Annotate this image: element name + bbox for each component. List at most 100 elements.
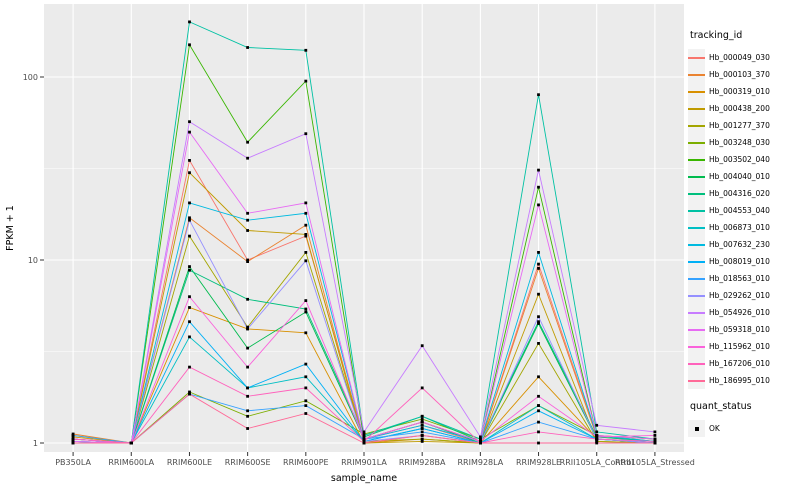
legend-item-label: Hb_007632_230 — [709, 240, 770, 249]
data-point — [71, 435, 75, 439]
legend-key-swatch — [688, 100, 705, 117]
legend-item-Hb_004040_010: Hb_004040_010 — [688, 168, 800, 185]
legend-color-line-icon — [688, 192, 705, 195]
data-point — [537, 375, 540, 379]
data-point — [246, 297, 249, 301]
data-point — [537, 168, 540, 172]
data-point — [420, 427, 424, 430]
legend-title-tracking-id: tracking_id — [690, 30, 743, 41]
legend-key-swatch — [688, 321, 705, 338]
x-tick-label: PB350LA — [55, 458, 91, 467]
data-point — [304, 132, 308, 136]
legend-item-label: Hb_000438_200 — [709, 104, 770, 113]
legend-color-line-icon — [688, 311, 705, 314]
data-point — [246, 394, 249, 398]
y-tick-label: 1 — [33, 439, 38, 448]
data-point — [479, 440, 482, 443]
data-point — [246, 365, 249, 369]
x-tick-label: RRIM901LA — [341, 458, 387, 467]
legend-color-line-icon — [688, 209, 705, 212]
legend-title-quant-status: quant_status — [690, 401, 752, 412]
data-point — [537, 185, 540, 189]
legend-item-Hb_186995_010: Hb_186995_010 — [688, 372, 800, 389]
legend-color-line-icon — [688, 345, 705, 348]
legend-block-quant-status: quant_status OK — [688, 401, 800, 437]
ok-point-marker-icon — [694, 426, 699, 431]
data-point — [188, 392, 191, 396]
legend-color-line-icon — [688, 328, 705, 331]
data-point — [246, 346, 249, 350]
legend-item-label: Hb_004040_010 — [709, 172, 770, 181]
y-tick-label: 10 — [28, 256, 38, 265]
legend-color-line-icon — [688, 277, 705, 280]
legend-color-line-icon — [688, 73, 705, 76]
data-point — [595, 430, 599, 434]
data-point — [188, 265, 191, 268]
legend-key-swatch — [688, 168, 705, 185]
data-point — [246, 260, 249, 263]
legend-key-swatch — [688, 338, 705, 355]
legend-item-quant-OK: OK — [688, 420, 800, 437]
legend-item-label: OK — [709, 424, 720, 433]
data-point — [304, 211, 308, 215]
data-point — [537, 409, 540, 413]
data-point — [537, 93, 540, 97]
legend-item-Hb_000319_010: Hb_000319_010 — [688, 83, 800, 100]
data-point — [537, 394, 540, 398]
data-point — [188, 268, 191, 272]
data-point — [188, 335, 191, 339]
legend-item-Hb_007632_230: Hb_007632_230 — [688, 236, 800, 253]
legend-item-Hb_000438_200: Hb_000438_200 — [688, 100, 800, 117]
legend-item-Hb_008019_010: Hb_008019_010 — [688, 253, 800, 270]
data-point — [595, 435, 599, 439]
x-tick-label: RRIM600SE — [225, 458, 271, 467]
legend-key-swatch — [688, 355, 705, 372]
data-point — [537, 420, 540, 424]
x-tick-label: RRIM928LE — [516, 458, 561, 467]
data-point — [188, 43, 191, 47]
x-tick-label: RRII105LA_Control — [560, 458, 634, 467]
legend-item-Hb_018563_010: Hb_018563_010 — [688, 270, 800, 287]
data-point — [537, 441, 540, 445]
legend-key-swatch — [688, 253, 705, 270]
legend-item-Hb_115962_010: Hb_115962_010 — [688, 338, 800, 355]
x-axis-title: sample_name — [331, 473, 397, 484]
data-point — [188, 365, 191, 369]
data-point — [246, 46, 249, 49]
data-point — [362, 441, 366, 445]
data-point — [653, 430, 657, 434]
legend-item-label: Hb_004553_040 — [709, 206, 770, 215]
data-point — [420, 437, 424, 441]
legend-key-swatch — [688, 372, 705, 389]
legend-color-line-icon — [688, 107, 705, 110]
legend-item-label: Hb_167206_010 — [709, 359, 770, 368]
data-point — [304, 233, 308, 236]
legend-color-line-icon — [688, 175, 705, 178]
data-point — [246, 156, 249, 160]
data-point — [188, 295, 191, 299]
data-point — [246, 325, 249, 329]
legend-color-line-icon — [688, 124, 705, 127]
data-point — [595, 423, 599, 427]
data-point — [537, 251, 540, 254]
legend-item-label: Hb_000103_370 — [709, 70, 770, 79]
legend-item-label: Hb_006873_010 — [709, 223, 770, 232]
data-point — [188, 218, 191, 222]
legend-key-swatch — [688, 420, 705, 437]
legend-item-Hb_000103_370: Hb_000103_370 — [688, 66, 800, 83]
data-point — [595, 441, 599, 445]
data-point — [653, 437, 657, 441]
data-point — [71, 437, 75, 441]
data-point — [537, 322, 540, 325]
data-point — [246, 409, 249, 413]
data-point — [188, 320, 191, 324]
data-point — [420, 434, 424, 437]
data-point — [537, 203, 540, 207]
legend-item-Hb_000049_030: Hb_000049_030 — [688, 49, 800, 66]
data-point — [129, 441, 133, 445]
data-point — [188, 306, 191, 309]
data-point — [362, 440, 366, 443]
legend-color-line-icon — [688, 158, 705, 161]
data-point — [362, 435, 366, 439]
